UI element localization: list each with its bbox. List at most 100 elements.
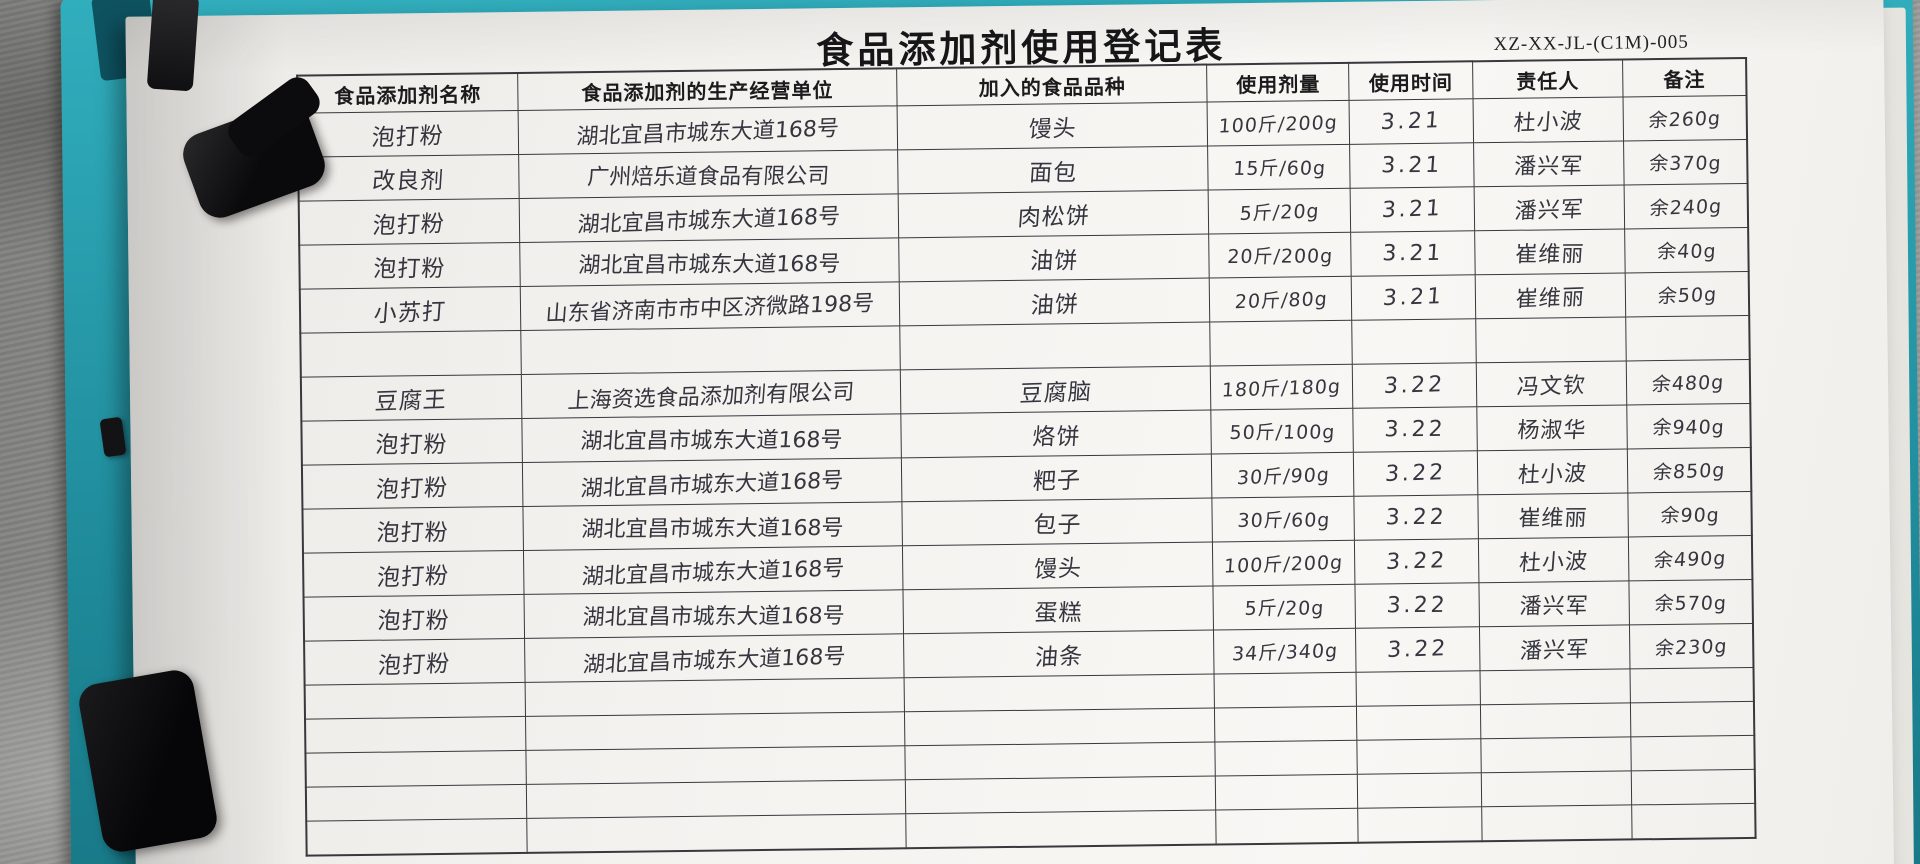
table-cell-col3: 30斤/90g	[1211, 452, 1355, 499]
table-cell-col5: 杜小波	[1478, 536, 1630, 583]
handwritten-entry: 粑子	[1031, 467, 1082, 495]
table-cell-col4	[1356, 670, 1481, 707]
form-code: XZ-XX-JL-(C1M)-005	[1493, 31, 1689, 56]
handwritten-entry: 余940g	[1651, 416, 1726, 439]
handwritten-entry: 油饼	[1029, 291, 1080, 319]
handwritten-entry: 3.21	[1380, 152, 1444, 179]
handwritten-entry: 杜小波	[1517, 548, 1589, 577]
handwritten-entry: 湖北宜昌市城东大道168号	[577, 251, 842, 278]
handwritten-entry: 3.22	[1384, 460, 1448, 488]
table-cell-col4: 3.22	[1353, 450, 1478, 497]
handwritten-entry: 3.22	[1386, 636, 1450, 664]
handwritten-entry: 蛋糕	[1033, 599, 1084, 627]
table-cell-col4: 3.21	[1351, 230, 1475, 277]
handwritten-entry: 15斤/60g	[1232, 157, 1327, 180]
table-cell-col3: 50斤/100g	[1211, 408, 1354, 455]
handwritten-entry: 湖北宜昌市城东大道168号	[579, 467, 845, 502]
handwritten-entry: 湖北宜昌市城东大道168号	[581, 603, 846, 630]
table-cell-col4: 3.22	[1355, 582, 1480, 629]
table-cell-col5: 杨淑华	[1476, 404, 1628, 451]
table-cell-col3: 180斤/180g	[1210, 364, 1354, 411]
handwritten-entry: 豆腐王	[374, 386, 449, 416]
registration-table: 食品添加剂名称 食品添加剂的生产经营单位 加入的食品品种 使用剂量 使用时间 责任人 备注 …	[296, 56, 1757, 857]
handwritten-entry: 冯文钦	[1515, 372, 1587, 401]
handwritten-entry: 广州焙乐道食品有限公司	[586, 163, 831, 190]
handwritten-entry: 100斤/200g	[1223, 551, 1345, 578]
handwritten-entry: 泡打粉	[377, 650, 452, 679]
table-cell-col1	[524, 677, 905, 717]
handwritten-entry: 肉松饼	[1016, 202, 1091, 232]
table-cell-col1: 广州焙乐道食品有限公司	[518, 149, 899, 199]
table-cell-col4: 3.22	[1354, 538, 1479, 585]
handwritten-entry: 馒头	[1027, 115, 1078, 143]
handwritten-entry: 潘兴军	[1518, 593, 1590, 620]
table-cell-col5	[1480, 702, 1632, 739]
table-cell-col5	[1480, 736, 1632, 773]
table-cell-col1: 湖北宜昌市城东大道168号	[521, 413, 902, 463]
table-cell-col2: 粑子	[901, 454, 1213, 502]
table-cell-col1	[525, 745, 906, 785]
table-cell-col5	[1480, 770, 1632, 807]
handwritten-entry: 50斤/100g	[1228, 421, 1337, 444]
table-cell-col5: 崔维丽	[1474, 272, 1626, 319]
table-cell-col1: 湖北宜昌市城东大道168号	[518, 193, 900, 243]
handwritten-entry: 余850g	[1652, 459, 1727, 484]
table-cell-col4: 3.21	[1350, 142, 1474, 189]
handwritten-entry: 3.22	[1383, 372, 1446, 400]
handwritten-entry: 崔维丽	[1517, 505, 1589, 532]
handwritten-entry: 湖北宜昌市城东大道168号	[575, 115, 840, 150]
table-cell-col3: 100斤/200g	[1212, 540, 1356, 587]
handwritten-entry: 余570g	[1653, 592, 1728, 615]
handwritten-entry: 泡打粉	[372, 255, 447, 283]
clip-hinge-icon	[146, 0, 200, 92]
table-cell-col6	[1625, 315, 1750, 361]
handwritten-entry: 余230g	[1654, 635, 1729, 660]
table-cell-col6: 余940g	[1627, 403, 1751, 449]
table-cell-col6: 余570g	[1629, 579, 1753, 625]
table-cell-col3: 100斤/200g	[1207, 100, 1351, 147]
table-cell-col4	[1358, 806, 1482, 843]
handwritten-entry: 余90g	[1659, 504, 1720, 527]
table-cell-col3: 20斤/200g	[1209, 232, 1352, 279]
handwritten-entry: 杜小波	[1512, 108, 1584, 137]
handwritten-entry: 潘兴军	[1513, 196, 1585, 225]
table-cell-col6: 余480g	[1626, 359, 1751, 405]
table-body: 泡打粉 湖北宜昌市城东大道168号 馒头 100斤/200g 3.21 杜小波 余260g 改…	[297, 95, 1756, 856]
registration-form-paper: 食品添加剂使用登记表 XZ-XX-JL-(C1M)-005 食品添加剂名称 食品添…	[125, 0, 1895, 864]
table-cell-col6	[1631, 803, 1756, 839]
handwritten-entry: 3.22	[1383, 416, 1447, 443]
handwritten-entry: 30斤/90g	[1235, 464, 1331, 490]
table-cell-col6: 余230g	[1629, 623, 1754, 669]
table-cell-col1	[526, 779, 907, 819]
table-cell-col2: 馒头	[897, 102, 1209, 150]
table-cell-col0	[305, 750, 527, 788]
table-cell-col1: 山东省济南市市中区济微路198号	[519, 281, 901, 331]
table-cell-col6: 余40g	[1624, 227, 1749, 273]
table-cell-col3	[1215, 740, 1358, 777]
handwritten-entry: 上海资选食品添加剂有限公司	[566, 379, 856, 414]
table-cell-col0: 泡打粉	[299, 242, 520, 290]
handwritten-entry: 余50g	[1656, 283, 1718, 308]
form-header: 食品添加剂使用登记表 XZ-XX-JL-(C1M)-005	[296, 5, 1748, 75]
handwritten-entry: 3.22	[1384, 504, 1448, 531]
handwritten-entry: 湖北宜昌市城东大道168号	[579, 427, 844, 454]
handwritten-entry: 余480g	[1651, 371, 1726, 396]
table-cell-col2	[905, 776, 1217, 814]
table-cell-col6	[1630, 701, 1755, 737]
table-cell-col3	[1214, 706, 1358, 743]
handwritten-entry: 泡打粉	[376, 562, 451, 591]
handwritten-entry: 余240g	[1648, 195, 1723, 220]
handwritten-entry: 油条	[1033, 643, 1084, 671]
table-cell-col6: 余50g	[1625, 271, 1750, 317]
handwritten-entry: 30斤/60g	[1236, 509, 1331, 532]
table-cell-col0	[305, 784, 527, 822]
handwritten-entry: 湖北宜昌市城东大道168号	[580, 515, 845, 542]
table-cell-col5: 崔维丽	[1477, 492, 1629, 539]
table-cell-col2	[904, 708, 1216, 746]
handwritten-entry: 油饼	[1029, 247, 1079, 275]
table-cell-col6	[1631, 735, 1755, 771]
table-cell-col0: 豆腐王	[300, 374, 522, 422]
table-cell-col1	[525, 711, 906, 751]
table-cell-col3: 15斤/60g	[1208, 144, 1351, 191]
handwritten-entry: 泡打粉	[372, 210, 447, 240]
